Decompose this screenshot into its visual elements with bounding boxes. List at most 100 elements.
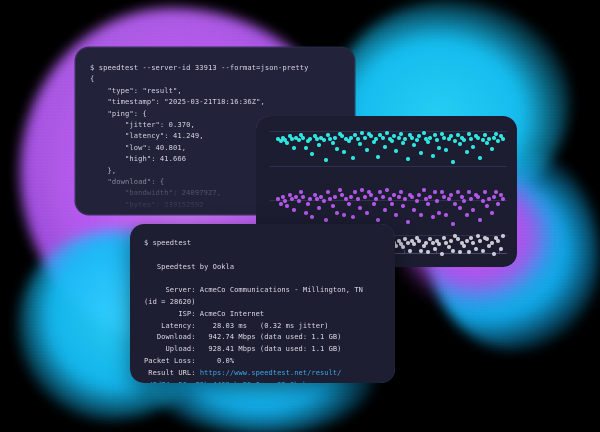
chart-dot-upload <box>294 194 299 199</box>
chart-dot-upload <box>476 194 481 199</box>
chart-dot-download <box>396 135 401 140</box>
chart-dot-download <box>405 156 410 161</box>
chart-dot-latency <box>478 238 483 243</box>
chart-dot-download <box>491 135 496 140</box>
chart-dot-download <box>321 137 326 142</box>
chart-dot-upload <box>335 210 340 215</box>
chart-dot-download <box>317 143 322 148</box>
chart-dot-upload <box>296 199 301 204</box>
chart-dot-upload <box>278 201 283 206</box>
chart-dot-download <box>385 131 390 136</box>
chart-dot-upload <box>369 192 374 197</box>
chart-dot-download <box>444 147 449 152</box>
chart-dot-upload <box>460 194 465 199</box>
chart-dot-upload <box>430 215 435 220</box>
chart-dot-latency <box>476 234 481 239</box>
chart-dot-download <box>373 136 378 141</box>
chart-dot-upload <box>432 190 437 195</box>
chart-dot-upload <box>403 197 408 202</box>
chart-dot-latency <box>485 237 490 242</box>
chart-dot-upload <box>367 190 372 195</box>
chart-dot-upload <box>342 213 347 218</box>
chart-dot-download <box>314 136 319 141</box>
chart-dot-download <box>382 144 387 149</box>
chart-dot-upload <box>482 190 487 195</box>
chart-dot-download <box>478 155 483 160</box>
chart-dot-download <box>360 131 365 136</box>
chart-dot-download <box>357 142 362 147</box>
chart-dot-download <box>446 136 451 141</box>
chart-dot-download <box>403 136 408 141</box>
chart-dot-download <box>501 136 505 141</box>
chart-dot-upload <box>333 194 338 199</box>
chart-dot-upload <box>310 215 315 220</box>
chart-dot-upload <box>455 190 460 195</box>
chart-dot-download <box>498 134 503 139</box>
chart-dot-upload <box>478 217 483 222</box>
chart-dot-upload <box>312 192 317 197</box>
chart-dot-download <box>301 135 306 140</box>
chart-dot-upload <box>392 192 397 197</box>
chart-dot-upload <box>364 210 369 215</box>
chart-dot-upload <box>346 201 351 206</box>
chart-dot-download <box>344 136 349 141</box>
result-url-link-line1[interactable]: https://www.speedtest.net/result/ <box>199 367 342 377</box>
chart-dot-download <box>401 141 406 146</box>
chart-dot-download <box>419 151 424 156</box>
chart-dot-latency <box>428 237 433 242</box>
chart-dot-download <box>430 153 435 158</box>
chart-dot-download <box>337 132 342 137</box>
chart-dot-latency <box>466 250 471 255</box>
chart-dot-download <box>305 138 310 143</box>
chart-dot-latency <box>419 248 424 253</box>
chart-dot-upload <box>314 197 319 202</box>
chart-dot-download <box>473 134 478 139</box>
chart-dot-upload <box>453 201 458 206</box>
chart-dot-upload <box>498 192 503 197</box>
chart-dot-latency <box>439 252 444 257</box>
chart-dot-upload <box>473 192 478 197</box>
chart-dot-upload <box>414 199 419 204</box>
chart-dot-download <box>421 131 426 136</box>
terminal-speedtest-padding: $ speedtest Speedtest by Ookla Server: A… <box>130 224 395 383</box>
chart-dot-download <box>448 134 453 139</box>
chart-dot-upload <box>292 208 297 213</box>
chart-dot-latency <box>455 237 460 242</box>
chart-dot-download <box>298 133 303 138</box>
chart-dot-upload <box>280 194 285 199</box>
chart-dot-latency <box>401 245 406 250</box>
chart-dot-upload <box>441 194 446 199</box>
chart-dot-latency <box>412 242 417 247</box>
chart-dot-upload <box>380 194 385 199</box>
chart-dot-download <box>414 137 419 142</box>
chart-dot-latency <box>405 240 410 245</box>
chart-dot-download <box>328 136 333 141</box>
chart-dot-download <box>348 135 353 140</box>
chart-dot-latency <box>446 245 451 250</box>
chart-dot-download <box>460 135 465 140</box>
chart-dot-upload <box>394 213 399 218</box>
terminal-speedtest-inner: $ speedtest Speedtest by Ookla Server: A… <box>130 224 395 383</box>
chart-dot-latency <box>469 235 474 240</box>
chart-dot-download <box>471 144 476 149</box>
chart-dot-download <box>417 134 421 139</box>
chart-dot-upload <box>401 203 406 208</box>
chart-dot-upload <box>357 206 362 211</box>
result-url-link-line2[interactable]: c/2d74ee56-a79b-4469-ba21-0cecc92c8bcb <box>144 380 307 383</box>
chart-dot-download <box>441 135 446 140</box>
terminal-window-speedtest-summary[interactable]: $ speedtest Speedtest by Ookla Server: A… <box>130 224 395 383</box>
chart-dot-latency <box>464 238 469 243</box>
chart-dot-download <box>287 134 292 139</box>
chart-x-tick <box>435 250 437 253</box>
chart-dot-latency <box>473 247 478 252</box>
chart-dot-latency <box>448 238 453 243</box>
chart-dot-download <box>451 160 456 165</box>
chart-dot-upload <box>298 190 303 195</box>
chart-dot-upload <box>462 199 467 204</box>
chart-dot-download <box>378 133 383 138</box>
chart-dot-upload <box>321 199 326 204</box>
chart-dot-download <box>487 136 492 141</box>
chart-gridline-1 <box>270 165 507 167</box>
chart-dot-download <box>355 136 360 141</box>
chart-dot-latency <box>394 243 399 248</box>
